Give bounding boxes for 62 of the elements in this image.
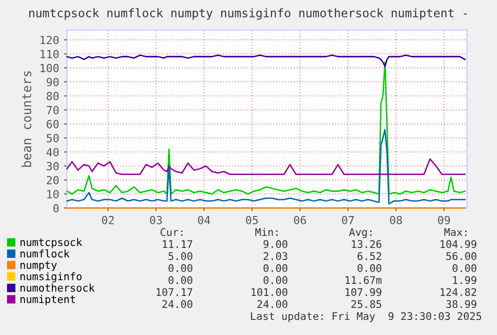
y-tick-label: 0 [53, 204, 59, 212]
x-tick-label: 02 [102, 216, 114, 224]
legend-label: numflock [20, 249, 70, 258]
text: 56.00 [446, 252, 476, 260]
y-tick-label: 30 [46, 162, 59, 170]
text: 24.00 [162, 300, 192, 308]
text: 0.00 [168, 276, 192, 284]
text: 1.99 [453, 276, 476, 284]
y-tick-label: 120 [40, 36, 59, 44]
text: 0.00 [264, 276, 288, 284]
text: Max: [444, 228, 466, 236]
text: 24.00 [257, 300, 288, 308]
text: 5.00 [168, 252, 192, 260]
text: 124.82 [440, 288, 476, 296]
line-series [66, 158, 466, 176]
x-tick-label: 06 [294, 216, 306, 224]
legend-label: numsiginfo [20, 272, 82, 282]
text: 25.85 [351, 300, 382, 308]
y-tick-label: 10 [47, 190, 59, 198]
x-tick-label: 07 [342, 216, 354, 224]
x-tick-label: 04 [198, 216, 210, 224]
line-series [66, 128, 466, 204]
text: 2.03 [264, 252, 288, 260]
y-tick-label: 110 [40, 50, 59, 58]
y-tick-label: 60 [46, 120, 59, 128]
text: 38.99 [446, 300, 476, 308]
x-tick-label: 03 [150, 216, 162, 224]
text: Last update: Fri May 9 23:30:03 2025 [251, 312, 482, 322]
legend-label: numothersock [20, 284, 95, 292]
y-tick-label: 20 [46, 176, 59, 184]
x-tick-label: 05 [246, 216, 258, 224]
legend-label: numiptent [20, 295, 75, 306]
x-tick-label: 08 [390, 216, 402, 224]
text: 101.00 [252, 288, 288, 296]
chart-title: numtcpsock numflock numpty numsiginfo numothersock numiptent - [29, 8, 467, 20]
text: Avg: [349, 228, 372, 238]
y-tick-label: 40 [46, 148, 59, 156]
legend-label: numtcpsock [20, 238, 82, 248]
text: 0.00 [264, 264, 288, 272]
y-tick-label: 100 [40, 64, 59, 72]
y-axis-title: bean counters [22, 71, 32, 167]
text: 0.00 [168, 264, 192, 272]
line-series [66, 54, 466, 68]
y-tick-label: 70 [46, 106, 59, 114]
legend-label: numpty [20, 261, 57, 271]
text: 0.00 [452, 264, 476, 272]
text: 107.17 [156, 288, 192, 296]
text: 6.52 [358, 252, 382, 260]
text: 13.26 [352, 240, 382, 248]
y-tick-label: 50 [46, 134, 59, 142]
text: Cur: [160, 228, 182, 236]
text: 9.00 [264, 240, 288, 248]
text: 107.99 [346, 288, 382, 296]
y-tick-label: 80 [46, 92, 59, 100]
text: 11.67m [346, 276, 382, 284]
x-tick-label: 09 [438, 216, 450, 224]
text: 0.00 [358, 264, 382, 272]
line-series [66, 62, 466, 195]
text: 11.17 [162, 240, 192, 248]
text: Min: [255, 228, 278, 236]
text: 104.99 [440, 240, 476, 248]
y-tick-label: 90 [46, 78, 59, 86]
